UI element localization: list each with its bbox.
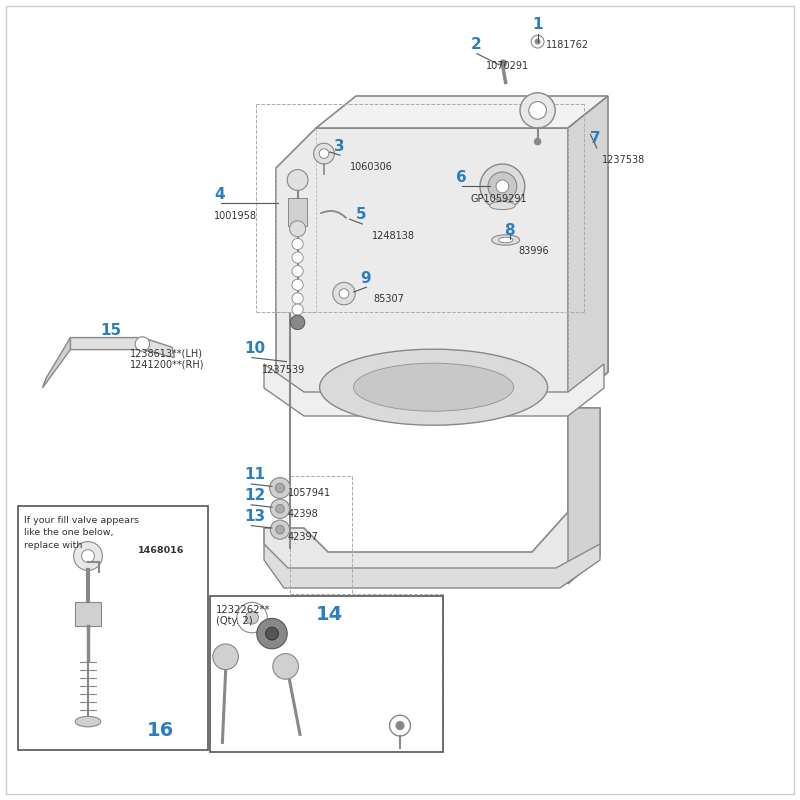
Text: 3: 3	[334, 138, 345, 154]
Circle shape	[314, 143, 334, 164]
Polygon shape	[264, 408, 600, 584]
Bar	[75, 602, 101, 626]
Circle shape	[290, 221, 306, 237]
Text: 1: 1	[532, 17, 542, 32]
Text: 85307: 85307	[374, 294, 405, 304]
Polygon shape	[42, 338, 70, 388]
Polygon shape	[264, 544, 600, 588]
Text: 5: 5	[356, 207, 366, 222]
Circle shape	[246, 611, 258, 624]
Circle shape	[74, 542, 102, 570]
Circle shape	[535, 39, 540, 44]
Text: 1237538: 1237538	[602, 155, 645, 165]
Circle shape	[531, 35, 544, 48]
Circle shape	[520, 93, 555, 128]
Circle shape	[500, 60, 506, 66]
Polygon shape	[264, 364, 604, 416]
Ellipse shape	[354, 363, 514, 411]
Text: 1057941: 1057941	[288, 488, 331, 498]
Text: 83996: 83996	[518, 246, 549, 257]
Text: 12: 12	[245, 488, 266, 503]
Text: 1070291: 1070291	[486, 61, 530, 70]
Bar	[288, 198, 307, 226]
Circle shape	[319, 149, 329, 158]
Circle shape	[270, 520, 290, 539]
Circle shape	[292, 293, 303, 304]
Text: 7: 7	[590, 131, 601, 146]
Circle shape	[496, 180, 509, 193]
Text: 14: 14	[316, 605, 343, 624]
Text: 6: 6	[456, 170, 466, 185]
Ellipse shape	[75, 717, 101, 726]
Circle shape	[529, 102, 546, 119]
Text: 1232262**
(Qty. 2): 1232262** (Qty. 2)	[216, 605, 270, 626]
Circle shape	[266, 627, 278, 640]
Text: 11: 11	[245, 467, 266, 482]
Text: 1001958: 1001958	[214, 211, 258, 222]
Circle shape	[287, 170, 308, 190]
Circle shape	[275, 483, 285, 493]
Bar	[18, 506, 208, 750]
Circle shape	[390, 715, 410, 736]
Circle shape	[292, 266, 303, 277]
Circle shape	[270, 478, 290, 498]
Circle shape	[270, 499, 290, 518]
Circle shape	[273, 654, 298, 679]
Circle shape	[396, 722, 404, 730]
Circle shape	[292, 238, 303, 250]
Text: 1181762: 1181762	[546, 40, 589, 50]
Ellipse shape	[498, 238, 513, 242]
Text: 4: 4	[214, 186, 225, 202]
Polygon shape	[316, 96, 608, 128]
Polygon shape	[276, 128, 608, 408]
Circle shape	[333, 282, 355, 305]
Text: 1238613**(LH)
1241200**(RH): 1238613**(LH) 1241200**(RH)	[130, 348, 205, 370]
Circle shape	[480, 164, 525, 209]
Text: GP1059291: GP1059291	[470, 194, 527, 204]
Circle shape	[276, 526, 284, 534]
Text: 42397: 42397	[288, 532, 319, 542]
Text: 13: 13	[245, 509, 266, 524]
Circle shape	[276, 505, 284, 513]
Circle shape	[292, 304, 303, 315]
Text: 42398: 42398	[288, 509, 318, 519]
Text: 1060306: 1060306	[350, 162, 394, 172]
Circle shape	[488, 172, 517, 201]
Ellipse shape	[320, 349, 547, 426]
Circle shape	[534, 138, 541, 145]
Polygon shape	[568, 96, 608, 408]
Text: If your fill valve appears
like the one below,
replace with: If your fill valve appears like the one …	[24, 516, 139, 550]
Text: 1248138: 1248138	[372, 231, 415, 242]
Circle shape	[290, 315, 305, 330]
Text: 1237539: 1237539	[262, 365, 306, 374]
Circle shape	[257, 618, 287, 649]
Circle shape	[237, 602, 267, 633]
Text: 2: 2	[470, 37, 481, 52]
Text: 8: 8	[504, 222, 514, 238]
Text: 15: 15	[101, 322, 122, 338]
Ellipse shape	[491, 235, 520, 245]
Polygon shape	[70, 338, 174, 358]
Text: 16: 16	[146, 721, 174, 740]
Polygon shape	[568, 408, 600, 584]
Circle shape	[82, 550, 94, 562]
Bar	[210, 596, 443, 752]
Text: 9: 9	[360, 270, 370, 286]
Circle shape	[135, 337, 150, 351]
Circle shape	[339, 289, 349, 298]
Circle shape	[292, 279, 303, 290]
Ellipse shape	[490, 202, 515, 210]
Text: 1468016: 1468016	[138, 546, 185, 554]
Circle shape	[292, 252, 303, 263]
Circle shape	[213, 644, 238, 670]
Text: 10: 10	[245, 341, 266, 356]
